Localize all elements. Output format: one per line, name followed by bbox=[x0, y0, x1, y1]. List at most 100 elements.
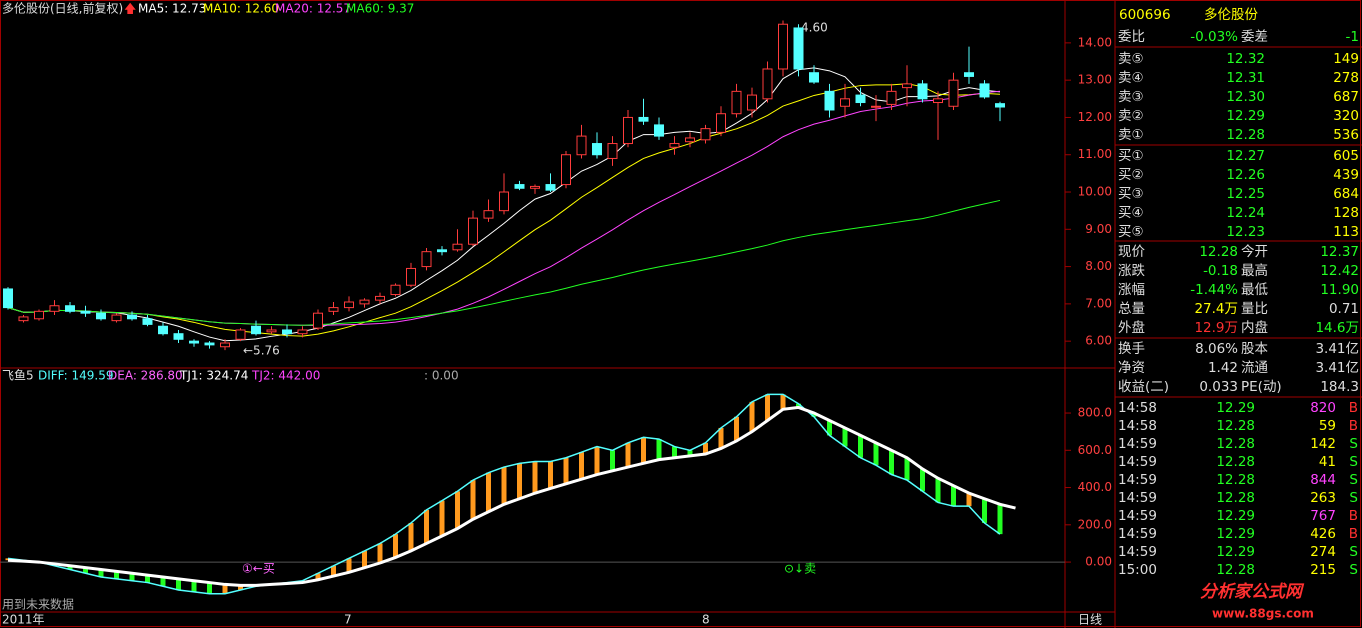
quote-cell: 现价 bbox=[1118, 244, 1146, 260]
quote-cell: 股本 bbox=[1241, 341, 1269, 357]
candle-body bbox=[173, 333, 184, 340]
quote-cell: -0.03% bbox=[1190, 29, 1238, 45]
quote-cell: B bbox=[1349, 400, 1358, 416]
quote-cell: 684 bbox=[1333, 186, 1359, 202]
candle-body bbox=[499, 191, 509, 212]
candle-body bbox=[421, 251, 432, 268]
quote-cell: 今开 bbox=[1241, 244, 1268, 260]
quote-cell: 买③ bbox=[1118, 186, 1144, 202]
quote-cell: 12.27 bbox=[1226, 148, 1265, 164]
candle-body bbox=[933, 98, 943, 104]
y-tick-label: 14.00 bbox=[1078, 35, 1112, 49]
quote-cell: 12.29 bbox=[1216, 544, 1255, 560]
quote-cell: 12.9万 bbox=[1194, 320, 1238, 336]
quote-cell: S bbox=[1349, 472, 1358, 488]
quote-cell: 外盘 bbox=[1118, 319, 1145, 336]
quote-cell: 流通 bbox=[1241, 360, 1269, 376]
high-label: 4.60 bbox=[801, 21, 828, 35]
candle-body bbox=[700, 128, 711, 141]
quote-cell: -1.44% bbox=[1190, 282, 1238, 298]
quote-cell: 844 bbox=[1310, 472, 1336, 488]
candle-body bbox=[638, 116, 649, 122]
y-tick-label: 0.00 bbox=[1085, 555, 1112, 569]
quote-cell: 总量 bbox=[1118, 301, 1145, 317]
candle-body bbox=[716, 113, 726, 133]
quote-cell: 12.37 bbox=[1320, 244, 1359, 260]
quote-cell: S bbox=[1349, 544, 1358, 560]
candle-body bbox=[375, 295, 385, 301]
candle-body bbox=[235, 329, 246, 340]
legend-item: TJ1: 324.74 bbox=[179, 369, 248, 383]
quote-cell: 12.28 bbox=[1216, 472, 1255, 488]
indicator-line bbox=[7, 393, 1001, 595]
candle-body bbox=[561, 154, 571, 186]
candle-body bbox=[96, 312, 106, 320]
quote-cell: 12.28 bbox=[1199, 244, 1238, 260]
candle-body bbox=[406, 267, 416, 286]
quote-cell: 卖① bbox=[1118, 127, 1144, 143]
quote-cell: 12.31 bbox=[1226, 70, 1265, 86]
candle-body bbox=[282, 329, 292, 335]
quote-cell: 12.29 bbox=[1226, 108, 1265, 124]
candle-body bbox=[313, 312, 323, 329]
quote-cell: 12.28 bbox=[1216, 454, 1255, 470]
quote-cell: 委比 bbox=[1118, 29, 1145, 45]
quote-cell: 最高 bbox=[1241, 262, 1268, 279]
period-tab[interactable]: 日线 bbox=[1078, 613, 1102, 627]
buy-signal: ①←买 bbox=[242, 562, 275, 576]
y-tick-label: 200.0 bbox=[1078, 517, 1112, 531]
sell-signal: ⊙↓卖 bbox=[784, 562, 816, 576]
legend-item: MA5: 12.73 bbox=[138, 2, 206, 16]
candle-body bbox=[530, 185, 540, 189]
candle-body bbox=[607, 143, 618, 159]
candle-body bbox=[948, 79, 959, 107]
candle-body bbox=[871, 105, 881, 108]
candle-body bbox=[266, 329, 277, 333]
y-tick-label: 9.00 bbox=[1085, 222, 1112, 236]
candle-body bbox=[483, 210, 494, 219]
quote-cell: 439 bbox=[1333, 167, 1359, 183]
quote-cell: 委差 bbox=[1241, 29, 1268, 45]
y-tick-label: 11.00 bbox=[1078, 147, 1112, 161]
quote-cell: 3.41亿 bbox=[1315, 360, 1359, 376]
candle-body bbox=[840, 98, 850, 107]
quote-cell: 12.29 bbox=[1216, 526, 1255, 542]
candle-body bbox=[80, 310, 91, 314]
candle-body bbox=[468, 217, 478, 245]
legend-item: DIFF: 149.59 bbox=[38, 369, 114, 383]
quote-cell: 15:00 bbox=[1118, 562, 1157, 578]
candle-body bbox=[220, 342, 230, 348]
note: 用到未来数据 bbox=[2, 597, 74, 612]
quote-cell: 14.6万 bbox=[1315, 320, 1359, 336]
ma-line bbox=[7, 83, 1001, 337]
quote-cell: 12.23 bbox=[1226, 224, 1265, 240]
quote-cell: 14:58 bbox=[1118, 418, 1157, 434]
legend-item: MA20: 12.57 bbox=[275, 2, 351, 16]
ma-line bbox=[7, 199, 1001, 326]
quote-cell: -0.18 bbox=[1203, 263, 1238, 279]
quote-cell: 12.28 bbox=[1216, 418, 1255, 434]
quote-cell: 14:58 bbox=[1118, 400, 1157, 416]
candle-body bbox=[127, 314, 137, 320]
quote-cell: 12.28 bbox=[1216, 562, 1255, 578]
quote-cell: 买⑤ bbox=[1118, 224, 1144, 240]
candle-body bbox=[979, 83, 990, 98]
x-tick-label: 7 bbox=[344, 613, 352, 627]
quote-cell: 263 bbox=[1310, 490, 1336, 506]
quote-cell: 128 bbox=[1333, 205, 1359, 221]
x-tick-label: 8 bbox=[702, 613, 710, 627]
quote-cell: 12.28 bbox=[1226, 127, 1265, 143]
quote-cell: S bbox=[1349, 436, 1358, 452]
candle-body bbox=[251, 325, 261, 335]
candle-body bbox=[514, 184, 525, 189]
candle-body bbox=[452, 243, 463, 251]
candle-body bbox=[824, 90, 835, 111]
candle-body bbox=[158, 325, 168, 335]
candle-body bbox=[778, 23, 788, 70]
legend-item: MA60: 9.37 bbox=[346, 2, 414, 16]
x-tick-label: 2011年 bbox=[2, 613, 45, 627]
y-tick-label: 6.00 bbox=[1085, 334, 1112, 348]
candle-body bbox=[545, 184, 556, 191]
legend-item: TJ2: 442.00 bbox=[251, 369, 320, 383]
